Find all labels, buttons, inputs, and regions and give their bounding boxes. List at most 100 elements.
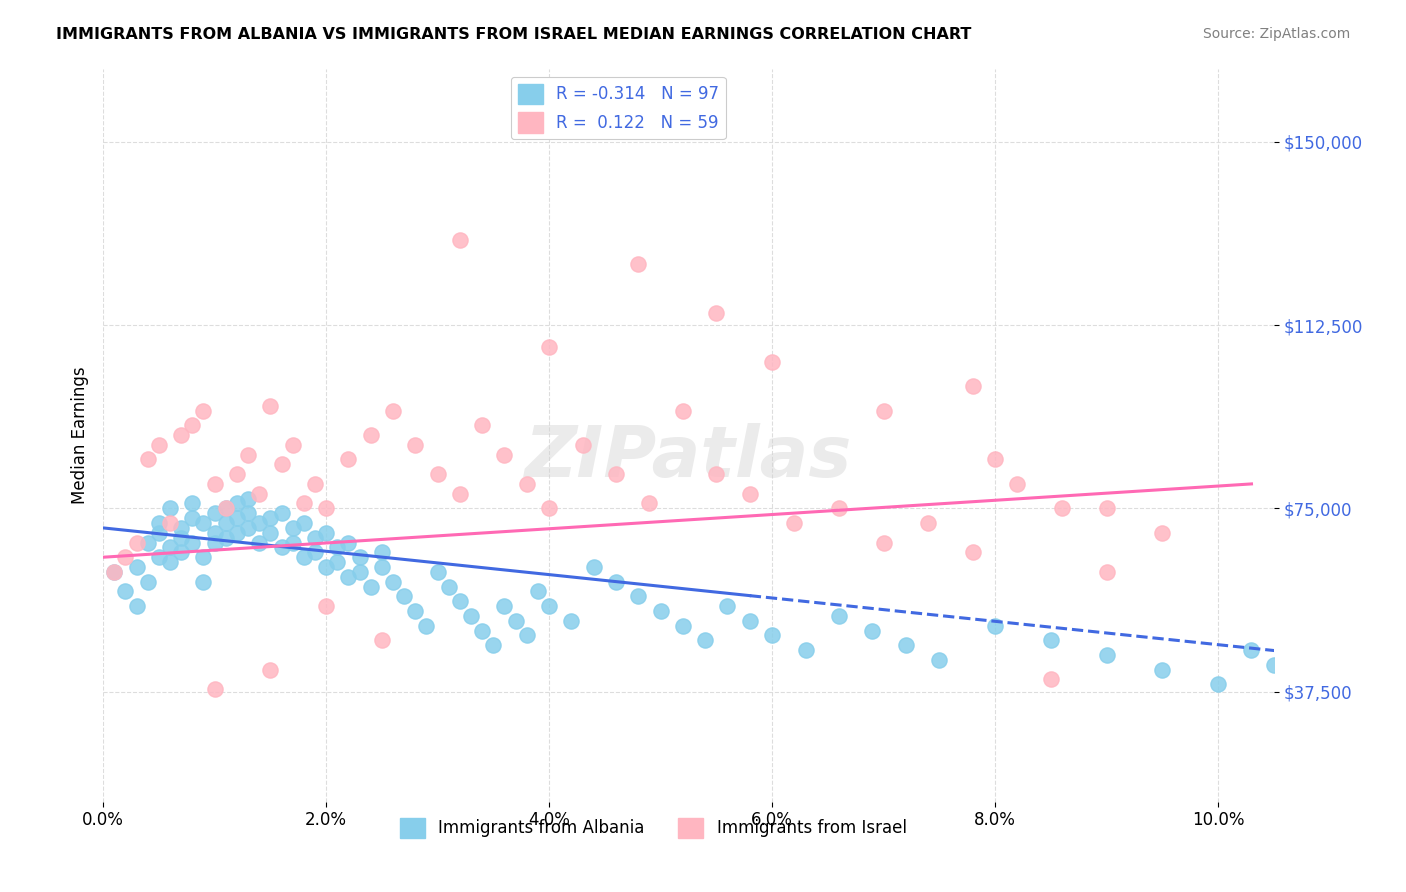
Point	[382, 574, 405, 589]
Point	[247, 486, 270, 500]
Point	[259, 399, 281, 413]
Point	[627, 590, 650, 604]
Point	[360, 428, 382, 442]
Point	[1095, 501, 1118, 516]
Point	[349, 565, 371, 579]
Point	[281, 521, 304, 535]
Point	[516, 477, 538, 491]
Point	[828, 608, 851, 623]
Point	[204, 682, 226, 697]
Point	[304, 477, 326, 491]
Point	[605, 467, 627, 482]
Point	[1152, 525, 1174, 540]
Point	[1308, 687, 1330, 701]
Point	[181, 511, 204, 525]
Point	[204, 477, 226, 491]
Point	[204, 506, 226, 520]
Point	[315, 599, 337, 613]
Point	[761, 355, 783, 369]
Point	[215, 501, 238, 516]
Point	[1039, 633, 1062, 648]
Point	[962, 379, 984, 393]
Point	[136, 452, 159, 467]
Point	[103, 565, 125, 579]
Point	[170, 545, 193, 559]
Point	[247, 535, 270, 549]
Point	[371, 560, 394, 574]
Point	[471, 624, 494, 638]
Point	[650, 604, 672, 618]
Point	[1351, 667, 1374, 681]
Point	[1095, 565, 1118, 579]
Point	[1007, 477, 1029, 491]
Point	[704, 467, 727, 482]
Point	[704, 306, 727, 320]
Point	[170, 521, 193, 535]
Point	[1330, 653, 1353, 667]
Point	[582, 560, 605, 574]
Point	[538, 599, 561, 613]
Point	[716, 599, 738, 613]
Point	[449, 233, 471, 247]
Text: ZIPatlas: ZIPatlas	[524, 423, 852, 491]
Point	[326, 555, 349, 569]
Point	[917, 516, 939, 530]
Point	[292, 496, 315, 510]
Point	[860, 624, 883, 638]
Point	[392, 590, 415, 604]
Point	[148, 525, 170, 540]
Point	[226, 525, 249, 540]
Point	[894, 638, 917, 652]
Point	[159, 555, 181, 569]
Point	[538, 501, 561, 516]
Point	[259, 663, 281, 677]
Text: Source: ZipAtlas.com: Source: ZipAtlas.com	[1202, 27, 1350, 41]
Point	[1285, 673, 1308, 687]
Point	[281, 438, 304, 452]
Text: IMMIGRANTS FROM ALBANIA VS IMMIGRANTS FROM ISRAEL MEDIAN EARNINGS CORRELATION CH: IMMIGRANTS FROM ALBANIA VS IMMIGRANTS FR…	[56, 27, 972, 42]
Point	[984, 452, 1007, 467]
Point	[270, 458, 292, 472]
Point	[761, 628, 783, 642]
Point	[1263, 657, 1285, 672]
Point	[281, 535, 304, 549]
Point	[494, 599, 516, 613]
Point	[794, 643, 817, 657]
Point	[783, 516, 806, 530]
Point	[292, 550, 315, 565]
Point	[516, 628, 538, 642]
Point	[560, 614, 582, 628]
Point	[494, 448, 516, 462]
Point	[236, 491, 259, 506]
Point	[449, 486, 471, 500]
Point	[672, 403, 695, 417]
Point	[738, 614, 761, 628]
Point	[360, 580, 382, 594]
Point	[125, 535, 148, 549]
Point	[236, 506, 259, 520]
Point	[292, 516, 315, 530]
Point	[170, 531, 193, 545]
Point	[315, 501, 337, 516]
Point	[627, 257, 650, 271]
Point	[193, 574, 215, 589]
Point	[125, 560, 148, 574]
Point	[349, 550, 371, 565]
Point	[193, 516, 215, 530]
Point	[148, 516, 170, 530]
Point	[571, 438, 593, 452]
Point	[695, 633, 717, 648]
Point	[181, 496, 204, 510]
Point	[426, 467, 449, 482]
Point	[527, 584, 550, 599]
Point	[226, 467, 249, 482]
Point	[872, 535, 894, 549]
Point	[337, 570, 360, 584]
Point	[928, 653, 950, 667]
Point	[738, 486, 761, 500]
Point	[326, 541, 349, 555]
Point	[247, 516, 270, 530]
Point	[259, 511, 281, 525]
Point	[337, 452, 360, 467]
Point	[236, 521, 259, 535]
